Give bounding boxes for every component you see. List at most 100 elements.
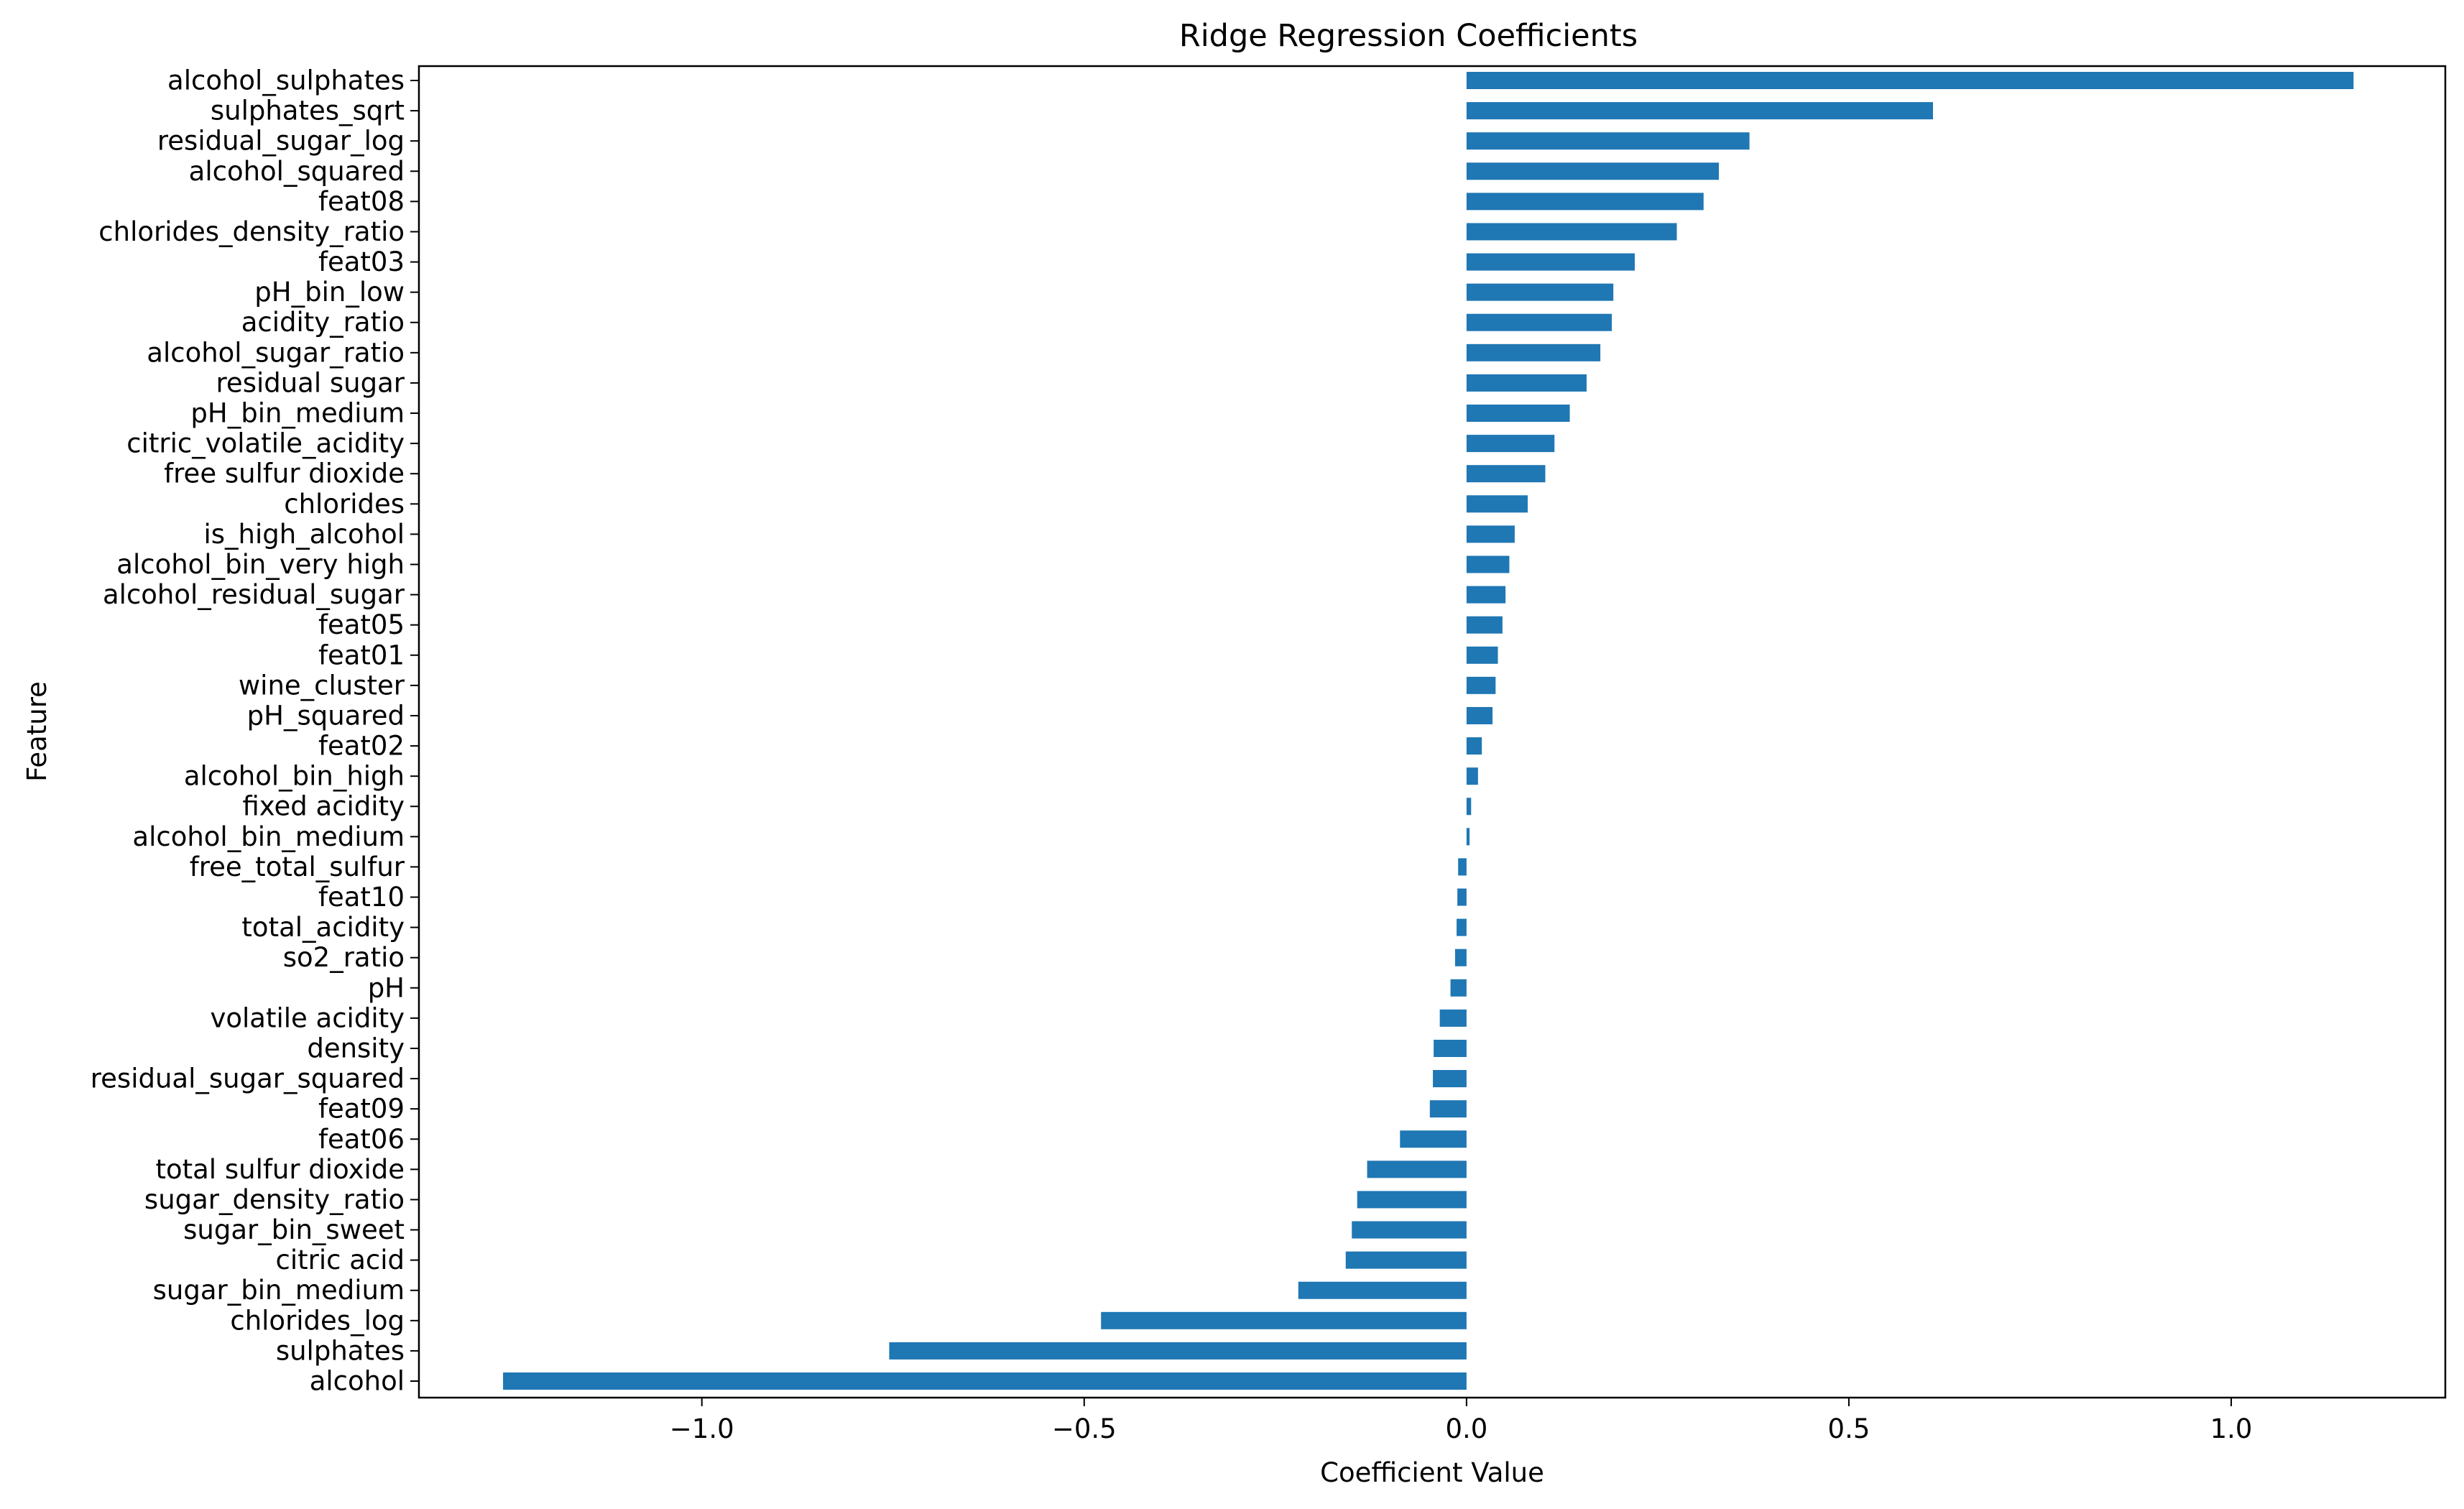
y-tick-label: acidity_ratio — [241, 307, 405, 338]
bars-group — [503, 72, 2354, 1390]
bar — [1466, 676, 1496, 694]
bar — [1400, 1130, 1467, 1148]
bar — [1439, 1009, 1467, 1027]
bar — [1466, 343, 1601, 361]
y-tick-label: chlorides_log — [230, 1305, 405, 1336]
bar — [1466, 374, 1587, 392]
y-tick-label: feat05 — [318, 609, 405, 640]
y-tick-label: density — [307, 1033, 405, 1063]
bar — [1466, 798, 1472, 816]
bar — [1466, 616, 1503, 634]
y-tick-label: sugar_density_ratio — [144, 1184, 405, 1215]
y-tick-label: residual sugar — [216, 367, 405, 398]
bar — [1466, 646, 1498, 664]
bar — [1345, 1251, 1467, 1269]
bar — [1466, 132, 1750, 150]
y-tick-label: sulphates — [276, 1335, 405, 1366]
bar — [1466, 737, 1482, 755]
bar — [1466, 283, 1614, 301]
y-tick-label: feat10 — [318, 882, 405, 913]
bar — [1466, 72, 2354, 89]
bar — [1466, 223, 1677, 241]
y-tick-label: pH_squared — [247, 700, 405, 731]
y-tick-label: residual_sugar_squared — [91, 1063, 405, 1094]
bar — [1433, 1070, 1467, 1088]
y-tick-label: feat09 — [318, 1094, 405, 1125]
x-tick-label: −1.0 — [670, 1413, 734, 1444]
y-tick-label: feat03 — [318, 246, 405, 277]
bar — [1298, 1281, 1467, 1299]
y-tick-label: volatile acidity — [210, 1002, 405, 1033]
bar — [1450, 979, 1467, 997]
plot-frame — [417, 65, 2447, 1399]
bar — [1367, 1160, 1467, 1178]
y-tick-label: free_total_sulfur — [190, 852, 405, 882]
bar — [1454, 949, 1467, 966]
x-tick-label: 1.0 — [2210, 1413, 2253, 1444]
y-tick-group: alcohol_sulphatessulphates_sqrtresidual_… — [91, 65, 419, 1397]
y-tick-label: feat02 — [318, 731, 405, 762]
bar — [1458, 858, 1467, 876]
bar — [1457, 888, 1467, 906]
y-tick-label: alcohol_bin_medium — [132, 821, 405, 852]
bar — [1466, 586, 1506, 604]
y-axis-label: Feature — [22, 681, 52, 782]
y-tick-label: sulphates_sqrt — [211, 96, 405, 126]
y-tick-label: free sulfur dioxide — [164, 458, 405, 489]
bar — [1466, 313, 1612, 331]
y-tick-label: residual_sugar_log — [157, 126, 405, 157]
y-tick-label: chlorides — [284, 489, 405, 520]
y-tick-label: alcohol — [310, 1366, 405, 1397]
x-axis-label: Coefficient Value — [1320, 1457, 1544, 1488]
bar — [1434, 1039, 1467, 1057]
bar — [1352, 1221, 1467, 1239]
chart-title: Ridge Regression Coefficients — [1179, 18, 1638, 54]
bar — [1466, 102, 1934, 120]
y-tick-label: total sulfur dioxide — [155, 1154, 405, 1185]
y-tick-label: alcohol_sugar_ratio — [147, 337, 405, 368]
y-tick-label: fixed acidity — [242, 791, 405, 822]
bar — [1466, 828, 1470, 846]
bar — [1466, 495, 1528, 513]
y-tick-label: alcohol_bin_very high — [116, 549, 405, 580]
y-tick-label: alcohol_bin_high — [184, 761, 405, 792]
bar — [1466, 465, 1546, 483]
bar — [1466, 162, 1720, 180]
y-tick-label: feat06 — [318, 1124, 405, 1155]
x-tick-label: 0.5 — [1828, 1413, 1870, 1444]
y-tick-label: sugar_bin_sweet — [183, 1214, 405, 1245]
y-tick-label: total_acidity — [241, 912, 405, 943]
bar — [1457, 918, 1467, 936]
y-tick-label: sugar_bin_medium — [153, 1275, 405, 1306]
bar — [1466, 525, 1515, 543]
bar — [1466, 253, 1635, 271]
x-tick-label: 0.0 — [1445, 1413, 1487, 1444]
bar — [1466, 706, 1493, 724]
bar — [1429, 1100, 1467, 1118]
x-tick-group: −1.0 −0.5 0.0 0.5 1.0 — [670, 1398, 2253, 1444]
y-tick-label: feat08 — [318, 186, 405, 217]
bar — [1357, 1191, 1467, 1209]
y-tick-label: chlorides_density_ratio — [98, 216, 405, 247]
bar — [1466, 555, 1510, 573]
bar — [1466, 767, 1478, 785]
y-tick-label: pH — [368, 972, 405, 1003]
y-tick-label: feat01 — [318, 640, 405, 670]
y-tick-label: pH_bin_low — [254, 277, 405, 308]
y-tick-label: pH_bin_medium — [190, 398, 405, 429]
y-tick-label: citric acid — [275, 1245, 405, 1275]
bar — [1466, 435, 1555, 453]
bar — [1466, 193, 1704, 211]
y-tick-label: wine_cluster — [239, 670, 405, 701]
bar — [889, 1342, 1467, 1360]
y-tick-label: is_high_alcohol — [203, 519, 405, 550]
y-tick-label: alcohol_residual_sugar — [103, 579, 405, 610]
x-tick-label: −0.5 — [1052, 1413, 1117, 1444]
bar — [1466, 405, 1570, 423]
y-tick-label: alcohol_sulphates — [167, 65, 405, 96]
bar — [1101, 1311, 1467, 1329]
y-tick-label: citric_volatile_acidity — [126, 428, 405, 459]
bar — [503, 1372, 1467, 1390]
y-tick-label: so2_ratio — [283, 942, 405, 973]
